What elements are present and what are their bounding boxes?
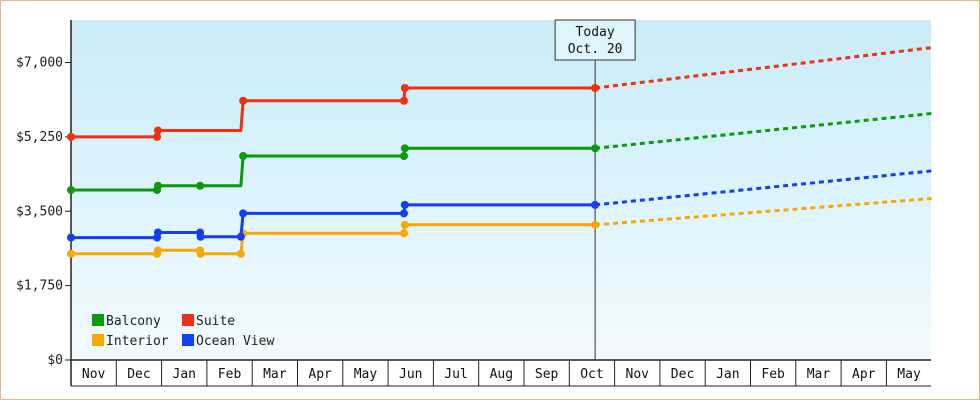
x-tick-label: Oct <box>580 367 603 382</box>
y-tick-label: $5,250 <box>16 130 63 145</box>
data-point <box>67 249 75 258</box>
data-point <box>67 132 75 141</box>
y-tick-label: $1,750 <box>16 279 63 294</box>
data-point <box>400 144 409 153</box>
data-point <box>236 232 245 241</box>
forecast-line <box>594 197 932 227</box>
data-point <box>153 132 162 141</box>
x-tick-label: Nov <box>626 367 650 382</box>
data-point <box>153 246 162 255</box>
data-point <box>400 220 409 229</box>
data-point <box>236 249 245 258</box>
y-axis: $0 $1,750 $3,500 $5,250 $7,000 <box>16 20 72 386</box>
data-point <box>400 84 409 92</box>
y-tick-label: $0 <box>47 353 63 368</box>
x-tick-label: Dec <box>671 367 694 382</box>
x-tick-label: May <box>354 367 378 382</box>
data-point <box>196 181 205 190</box>
x-tick-label: Feb <box>761 367 785 382</box>
y-tick-label: $7,000 <box>16 56 63 71</box>
data-point <box>399 96 408 105</box>
x-tick-label: Feb <box>218 367 242 382</box>
x-tick-label: Sep <box>535 367 559 382</box>
data-point <box>153 181 162 190</box>
data-point <box>239 209 248 218</box>
legend: Balcony Suite Interior Ocean View <box>92 314 274 349</box>
x-tick-label: Jan <box>716 367 739 382</box>
today-box <box>554 19 636 61</box>
x-tick-label: Apr <box>308 367 332 382</box>
legend-label: Balcony <box>106 314 161 329</box>
data-point <box>400 200 409 209</box>
data-point <box>67 233 75 242</box>
data-point <box>67 186 75 194</box>
forecast-line <box>594 46 932 90</box>
data-point <box>591 144 600 153</box>
x-tick-label: Aug <box>490 367 513 382</box>
data-point <box>591 200 600 209</box>
data-point <box>153 126 162 135</box>
data-point <box>591 84 600 92</box>
x-tick-label: Jun <box>399 367 422 382</box>
x-tick-label: Apr <box>852 367 876 382</box>
series-suite <box>67 46 932 141</box>
x-tick-label: Mar <box>807 367 831 382</box>
series-interior <box>67 197 932 258</box>
today-marker: Today Oct. 20 <box>554 19 636 360</box>
data-point <box>239 96 248 105</box>
x-axis: Nov Dec Jan Feb Mar Apr May Jun Jul Aug Sep Oct Nov D… <box>71 359 931 387</box>
data-point <box>196 249 205 258</box>
x-tick-label: Mar <box>263 367 287 382</box>
series-balcony <box>67 112 932 194</box>
legend-swatch <box>92 314 104 326</box>
data-point <box>399 229 408 238</box>
legend-swatch <box>182 334 194 346</box>
y-tick-label: $3,500 <box>16 204 63 219</box>
legend-label: Suite <box>196 314 235 329</box>
data-point <box>399 209 408 218</box>
data-point <box>399 152 408 160</box>
x-tick-label: May <box>897 367 921 382</box>
legend-label: Interior <box>106 334 169 349</box>
legend-swatch <box>92 334 104 346</box>
plot-background <box>71 20 931 360</box>
series-ocean-view <box>67 169 932 242</box>
forecast-line <box>594 112 932 150</box>
data-point <box>153 228 162 237</box>
today-date: Oct. 20 <box>568 42 623 57</box>
series-layer <box>67 46 932 258</box>
today-label: Today <box>576 25 615 40</box>
forecast-line <box>594 169 932 207</box>
x-tick-label: Nov <box>82 367 106 382</box>
data-point <box>196 232 205 241</box>
legend-label: Ocean View <box>196 334 274 349</box>
x-tick-label: Dec <box>127 367 150 382</box>
data-point <box>239 152 248 160</box>
x-tick-label: Jan <box>173 367 196 382</box>
x-tick-label: Jul <box>444 367 467 382</box>
legend-swatch <box>182 314 194 326</box>
data-point <box>591 220 600 229</box>
